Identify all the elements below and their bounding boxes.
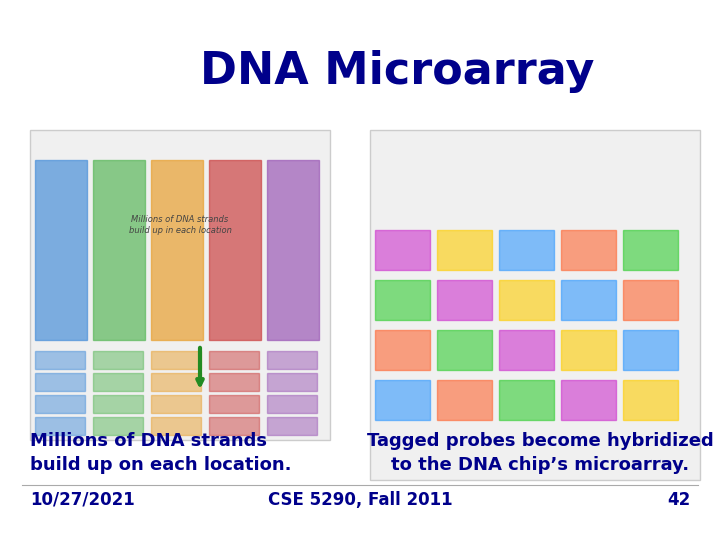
Bar xyxy=(437,330,492,370)
Bar xyxy=(151,160,203,340)
Bar xyxy=(375,230,430,270)
Bar xyxy=(437,280,492,320)
Bar xyxy=(375,330,430,370)
Bar xyxy=(93,160,145,340)
Bar xyxy=(93,417,143,435)
Text: Millions of DNA strands
build up on each location.: Millions of DNA strands build up on each… xyxy=(30,432,292,474)
Bar xyxy=(151,351,201,369)
Text: Tagged probes become hybridized
to the DNA chip’s microarray.: Tagged probes become hybridized to the D… xyxy=(366,432,714,474)
Bar xyxy=(623,280,678,320)
Text: 42: 42 xyxy=(667,491,690,509)
Bar xyxy=(437,230,492,270)
Bar xyxy=(151,417,201,435)
Bar xyxy=(35,395,85,413)
Bar xyxy=(151,395,201,413)
Bar xyxy=(267,417,317,435)
Bar xyxy=(561,380,616,420)
Text: Millions of DNA strands
build up in each location: Millions of DNA strands build up in each… xyxy=(129,215,231,235)
Bar xyxy=(375,380,430,420)
Bar xyxy=(623,230,678,270)
Bar xyxy=(209,373,259,391)
Bar xyxy=(499,230,554,270)
Bar xyxy=(267,351,317,369)
Bar xyxy=(623,330,678,370)
FancyBboxPatch shape xyxy=(30,130,330,440)
Bar xyxy=(35,160,87,340)
FancyBboxPatch shape xyxy=(370,130,700,480)
Bar xyxy=(151,373,201,391)
Bar xyxy=(35,417,85,435)
Bar xyxy=(499,330,554,370)
Text: 10/27/2021: 10/27/2021 xyxy=(30,491,135,509)
Bar xyxy=(623,380,678,420)
Bar xyxy=(209,395,259,413)
Bar xyxy=(209,351,259,369)
Bar xyxy=(267,395,317,413)
Bar xyxy=(35,373,85,391)
Bar xyxy=(267,373,317,391)
Text: CSE 5290, Fall 2011: CSE 5290, Fall 2011 xyxy=(268,491,452,509)
Bar xyxy=(35,351,85,369)
Bar xyxy=(499,380,554,420)
Bar xyxy=(93,373,143,391)
Bar xyxy=(437,380,492,420)
Bar xyxy=(93,351,143,369)
Bar xyxy=(209,160,261,340)
Bar xyxy=(561,230,616,270)
Bar xyxy=(561,280,616,320)
Bar xyxy=(209,417,259,435)
Bar xyxy=(375,280,430,320)
Bar xyxy=(93,395,143,413)
Text: DNA Microarray: DNA Microarray xyxy=(200,50,595,93)
Bar xyxy=(561,330,616,370)
Bar xyxy=(499,280,554,320)
Bar xyxy=(267,160,319,340)
